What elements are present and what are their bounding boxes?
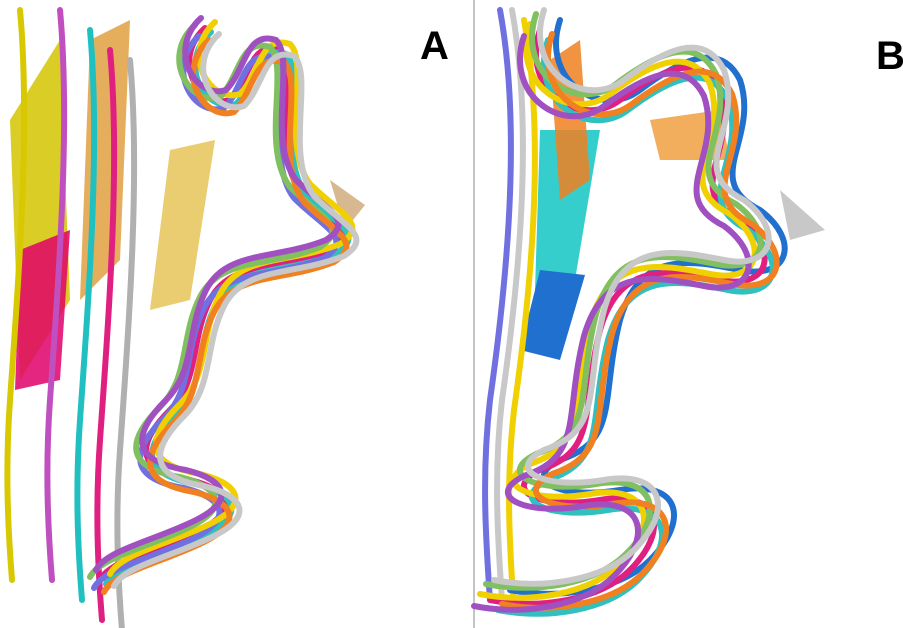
panel-label: A	[420, 24, 449, 69]
structure-illustration	[0, 0, 903, 628]
figure: A B	[0, 0, 903, 628]
panel-a-art	[7, 10, 365, 628]
panel-label: B	[876, 34, 903, 79]
panel-b-art	[474, 10, 825, 614]
